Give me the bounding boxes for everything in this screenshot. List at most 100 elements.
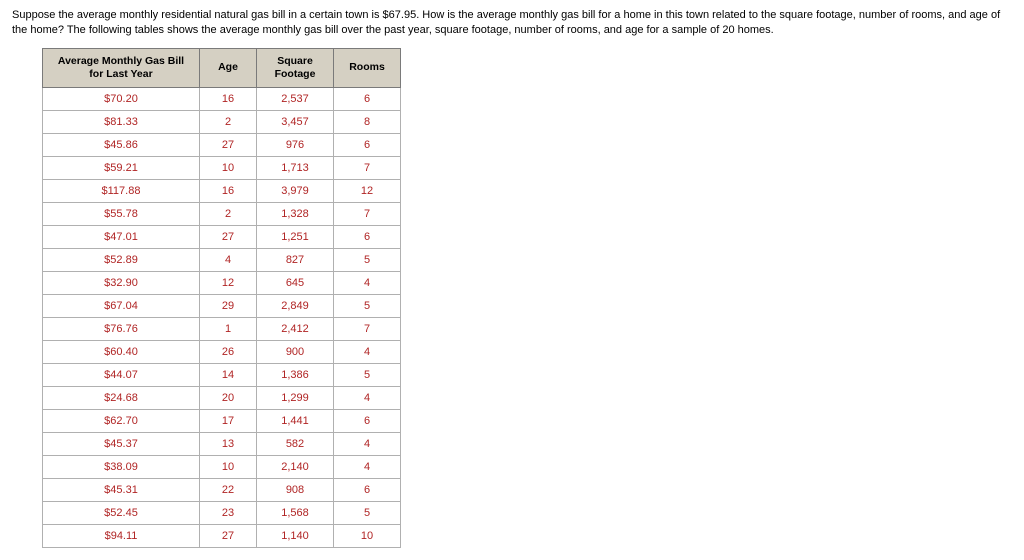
table-cell: 2,537 — [257, 87, 334, 110]
table-cell: 4 — [200, 248, 257, 271]
table-cell: 1,251 — [257, 225, 334, 248]
col-header-bill: Average Monthly Gas Bill for Last Year — [43, 48, 200, 87]
table-cell: 3,457 — [257, 110, 334, 133]
table-cell: 2,412 — [257, 317, 334, 340]
table-cell: $45.86 — [43, 133, 200, 156]
table-cell: 7 — [334, 317, 401, 340]
table-cell: $59.21 — [43, 156, 200, 179]
table-row: $45.86279766 — [43, 133, 401, 156]
table-cell: $67.04 — [43, 294, 200, 317]
table-cell: $52.45 — [43, 501, 200, 524]
table-cell: 20 — [200, 386, 257, 409]
table-cell: $45.31 — [43, 478, 200, 501]
table-cell: 12 — [200, 271, 257, 294]
table-cell: 16 — [200, 179, 257, 202]
table-row: $47.01271,2516 — [43, 225, 401, 248]
table-header-row: Average Monthly Gas Bill for Last Year A… — [43, 48, 401, 87]
col-header-age: Age — [200, 48, 257, 87]
table-cell: $62.70 — [43, 409, 200, 432]
data-table: Average Monthly Gas Bill for Last Year A… — [42, 48, 401, 548]
table-cell: 14 — [200, 363, 257, 386]
table-cell: $76.76 — [43, 317, 200, 340]
table-cell: 27 — [200, 133, 257, 156]
table-cell: 1,713 — [257, 156, 334, 179]
table-cell: $60.40 — [43, 340, 200, 363]
table-cell: $55.78 — [43, 202, 200, 225]
table-cell: 7 — [334, 202, 401, 225]
table-cell: 10 — [334, 524, 401, 547]
table-cell: 7 — [334, 156, 401, 179]
table-row: $45.31229086 — [43, 478, 401, 501]
table-cell: 10 — [200, 156, 257, 179]
table-cell: 17 — [200, 409, 257, 432]
table-cell: 2 — [200, 202, 257, 225]
table-cell: $94.11 — [43, 524, 200, 547]
table-cell: 1,140 — [257, 524, 334, 547]
table-cell: 4 — [334, 432, 401, 455]
table-cell: 1,328 — [257, 202, 334, 225]
table-row: $44.07141,3865 — [43, 363, 401, 386]
table-cell: 2 — [200, 110, 257, 133]
problem-statement: Suppose the average monthly residential … — [12, 8, 1012, 38]
table-cell: $47.01 — [43, 225, 200, 248]
table-cell: $81.33 — [43, 110, 200, 133]
table-body: $70.20162,5376$81.3323,4578$45.86279766$… — [43, 87, 401, 547]
table-row: $76.7612,4127 — [43, 317, 401, 340]
table-cell: 2,140 — [257, 455, 334, 478]
table-cell: 908 — [257, 478, 334, 501]
table-cell: $45.37 — [43, 432, 200, 455]
table-cell: 13 — [200, 432, 257, 455]
table-row: $38.09102,1404 — [43, 455, 401, 478]
table-cell: 10 — [200, 455, 257, 478]
col-header-sqft: Square Footage — [257, 48, 334, 87]
table-cell: 1 — [200, 317, 257, 340]
table-row: $67.04292,8495 — [43, 294, 401, 317]
table-cell: 4 — [334, 271, 401, 294]
table-cell: $117.88 — [43, 179, 200, 202]
table-cell: 5 — [334, 501, 401, 524]
table-cell: $70.20 — [43, 87, 200, 110]
table-cell: 26 — [200, 340, 257, 363]
table-cell: $32.90 — [43, 271, 200, 294]
table-cell: 1,568 — [257, 501, 334, 524]
table-row: $52.8948275 — [43, 248, 401, 271]
table-cell: $38.09 — [43, 455, 200, 478]
table-cell: 4 — [334, 455, 401, 478]
table-cell: 582 — [257, 432, 334, 455]
table-cell: 1,441 — [257, 409, 334, 432]
table-row: $59.21101,7137 — [43, 156, 401, 179]
table-cell: 4 — [334, 340, 401, 363]
table-cell: 5 — [334, 363, 401, 386]
table-cell: 1,386 — [257, 363, 334, 386]
table-row: $62.70171,4416 — [43, 409, 401, 432]
table-row: $52.45231,5685 — [43, 501, 401, 524]
table-row: $117.88163,97912 — [43, 179, 401, 202]
table-cell: 6 — [334, 87, 401, 110]
table-row: $60.40269004 — [43, 340, 401, 363]
table-cell: 976 — [257, 133, 334, 156]
table-cell: 5 — [334, 248, 401, 271]
table-cell: 4 — [334, 386, 401, 409]
table-cell: 6 — [334, 409, 401, 432]
table-cell: 27 — [200, 524, 257, 547]
table-cell: 6 — [334, 133, 401, 156]
table-cell: $52.89 — [43, 248, 200, 271]
table-cell: 8 — [334, 110, 401, 133]
table-cell: 3,979 — [257, 179, 334, 202]
table-row: $70.20162,5376 — [43, 87, 401, 110]
table-cell: 27 — [200, 225, 257, 248]
table-cell: $44.07 — [43, 363, 200, 386]
table-cell: 22 — [200, 478, 257, 501]
table-cell: 29 — [200, 294, 257, 317]
table-row: $45.37135824 — [43, 432, 401, 455]
col-header-rooms: Rooms — [334, 48, 401, 87]
table-cell: 12 — [334, 179, 401, 202]
table-cell: 1,299 — [257, 386, 334, 409]
table-row: $24.68201,2994 — [43, 386, 401, 409]
table-cell: 645 — [257, 271, 334, 294]
table-cell: 6 — [334, 225, 401, 248]
table-row: $32.90126454 — [43, 271, 401, 294]
table-cell: 5 — [334, 294, 401, 317]
table-row: $55.7821,3287 — [43, 202, 401, 225]
table-cell: 827 — [257, 248, 334, 271]
